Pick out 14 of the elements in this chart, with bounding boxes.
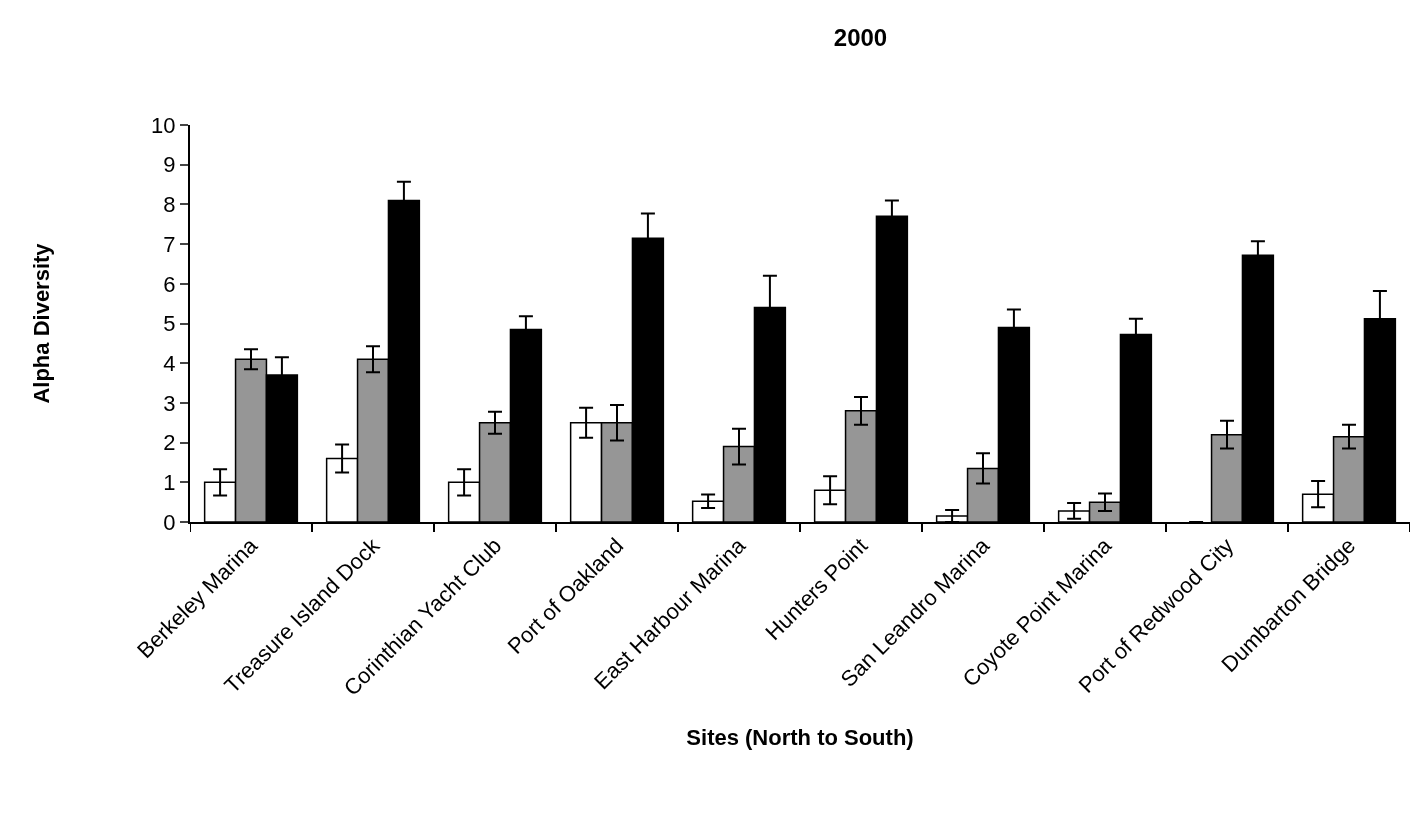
y-axis-title: Alpha Diversity [29, 242, 55, 404]
y-tick-label: 8 [163, 192, 176, 218]
y-tick-label: 0 [163, 509, 176, 535]
y-tick-label: 2 [163, 430, 176, 456]
x-axis-title: Sites (North to South) [686, 725, 914, 751]
y-tick-label: 10 [151, 112, 176, 138]
chart-title: 2000 [833, 23, 888, 51]
y-tick-label: 5 [163, 311, 176, 337]
y-tick-label: 3 [163, 390, 176, 416]
y-tick-label: 7 [163, 231, 176, 257]
y-tick-label: 6 [163, 271, 176, 297]
y-tick-label: 1 [163, 470, 176, 495]
y-tick-label: 4 [163, 350, 176, 376]
y-tick-label: 9 [163, 152, 176, 178]
